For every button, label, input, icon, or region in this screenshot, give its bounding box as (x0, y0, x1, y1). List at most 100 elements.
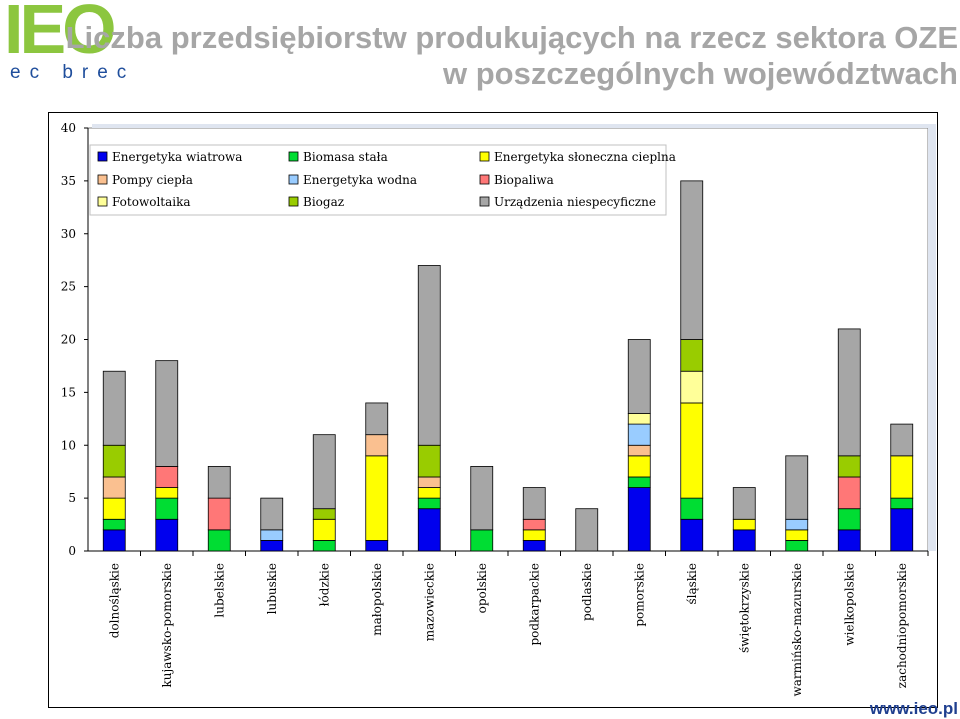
y-tick-label: 10 (61, 438, 76, 452)
y-tick-label: 0 (68, 544, 76, 558)
legend (89, 144, 667, 216)
x-category-label: dolnośląskie (107, 563, 121, 638)
x-category-label: śląskie (685, 563, 699, 605)
legend-swatch (479, 151, 490, 162)
bar-segment (837, 529, 861, 552)
legend-label: Energetyka wiatrowa (112, 150, 242, 164)
bar-segment (785, 455, 809, 520)
x-category-label: kujawsko-pomorskie (160, 563, 174, 687)
bar-segment (627, 476, 651, 488)
x-category-label: świętokrzyskie (737, 563, 751, 653)
bar-segment (102, 529, 126, 552)
bar-segment (522, 518, 546, 531)
bar-segment (417, 508, 441, 552)
bar-segment (417, 476, 441, 488)
plot-area-shadow (92, 124, 936, 128)
legend-label: Biomasa stała (303, 150, 388, 164)
bar-segment (785, 518, 809, 531)
y-tick-label: 30 (61, 227, 76, 241)
bar-segment (627, 339, 651, 414)
bar-segment (732, 529, 756, 552)
bar-segment (522, 487, 546, 520)
bar-segment (207, 465, 231, 499)
ieo-logo: IEO ec brec (0, 0, 150, 90)
legend-label: Pompy ciepła (112, 173, 193, 187)
chart-title-line-1: Liczba przedsiębiorstw produkujących na … (65, 20, 958, 55)
bar-segment (522, 529, 546, 541)
y-tick-label: 35 (61, 174, 76, 188)
bar-segment (155, 360, 179, 467)
bar-segment (890, 423, 914, 457)
x-category-label: wielkopolskie (842, 563, 856, 646)
bar-segment (365, 540, 389, 552)
bar-segment (522, 540, 546, 552)
ecbrec-logo-text: ec brec (10, 62, 136, 83)
bar-segment (837, 455, 861, 478)
legend-label: Biogaz (303, 195, 344, 209)
x-category-label: małopolskie (370, 563, 384, 636)
x-category-label: mazowieckie (422, 563, 436, 641)
legend-swatch (97, 174, 108, 185)
bar-segment (785, 540, 809, 552)
legend-label: Urządzenia niespecyficzne (494, 195, 656, 209)
bar-segment (365, 455, 389, 541)
bar-segment (470, 465, 494, 531)
bar-segment (155, 497, 179, 520)
legend-label: Fotowoltaika (112, 195, 191, 209)
bar-segment (680, 370, 704, 404)
bar-segment (365, 434, 389, 457)
legend-swatch (479, 196, 490, 207)
bar-segment (890, 497, 914, 510)
bar-segment (102, 476, 126, 499)
bar-segment (470, 529, 494, 552)
bar-segment (680, 339, 704, 372)
y-tick-label: 15 (61, 385, 76, 399)
x-category-label: podkarpackie (527, 563, 541, 646)
bar-segment (680, 180, 704, 340)
bar-segment (837, 508, 861, 531)
legend-swatch (479, 174, 490, 185)
bar-segment (627, 413, 651, 425)
legend-swatch (288, 196, 299, 207)
legend-swatch (288, 151, 299, 162)
y-tick-label: 5 (68, 491, 76, 505)
bar-segment (155, 518, 179, 552)
bar-segment (102, 370, 126, 446)
bar-segment (890, 508, 914, 552)
bar-segment (102, 497, 126, 520)
bar-segment (155, 465, 179, 488)
x-category-label: warmińsko-mazurskie (790, 563, 804, 697)
bar-segment (155, 487, 179, 499)
x-category-label: pomorskie (632, 563, 646, 627)
bar-segment (417, 487, 441, 499)
legend-swatch (97, 196, 108, 207)
bar-segment (732, 518, 756, 531)
x-category-label: łódzkie (317, 563, 331, 606)
y-tick-label: 25 (61, 280, 76, 294)
ieo-logo-mark: IEO (4, 0, 117, 68)
x-category-label: zachodniopomorskie (895, 563, 909, 688)
bar-segment (732, 487, 756, 520)
bar-segment (207, 497, 231, 531)
bar-segment (837, 328, 861, 457)
footer-url[interactable]: www.ieo.pl (869, 699, 958, 718)
bar-segment (785, 529, 809, 541)
bar-segment (260, 497, 284, 531)
x-category-label: opolskie (475, 563, 489, 613)
x-category-label: lubelskie (212, 563, 226, 618)
legend-label: Energetyka wodna (303, 173, 417, 187)
bar-segment (627, 444, 651, 457)
legend-swatch (97, 151, 108, 162)
bar-segment (680, 497, 704, 520)
bar-segment (102, 518, 126, 531)
bar-segment (575, 508, 599, 552)
y-tick-label: 40 (61, 121, 76, 135)
bar-segment (627, 487, 651, 552)
legend-label: Biopaliwa (494, 173, 554, 187)
legend-swatch (288, 174, 299, 185)
bar-segment (837, 476, 861, 510)
chart-title-line-2: w poszczególnych województwach (442, 56, 958, 91)
bar-segment (312, 518, 336, 541)
bar-segment (260, 540, 284, 552)
bar-segment (627, 423, 651, 446)
